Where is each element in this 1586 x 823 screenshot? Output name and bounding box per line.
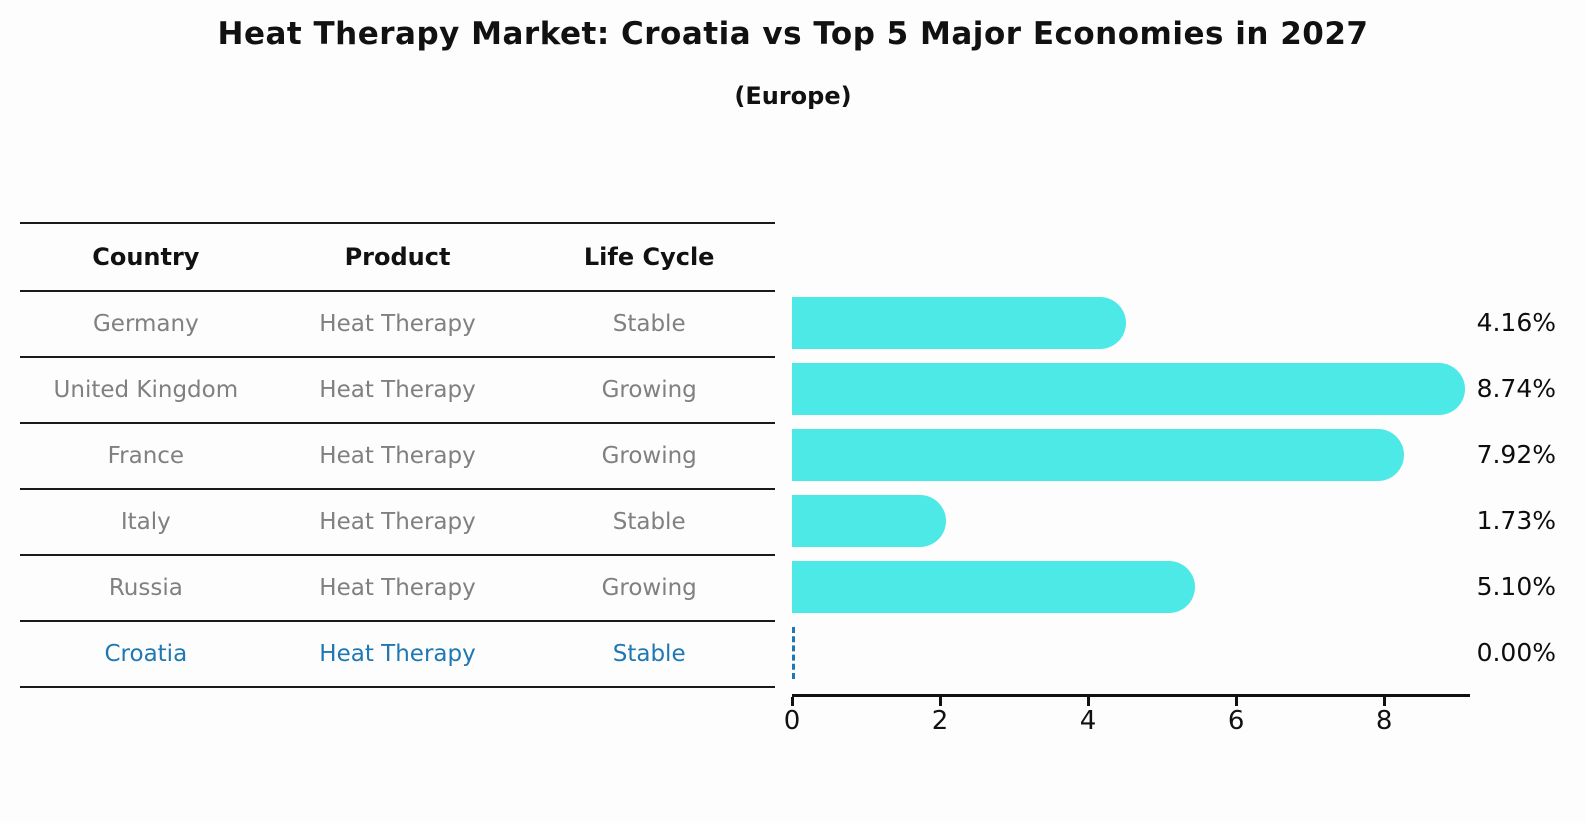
bar-plot-area	[792, 290, 1470, 686]
table-cell-country: France	[107, 443, 185, 469]
table-cell-country: Germany	[92, 311, 199, 337]
table-header-country: Country	[92, 243, 200, 271]
chart-subtitle: (Europe)	[734, 82, 852, 110]
table-cell-life-cycle: Growing	[601, 575, 697, 601]
bar-germany	[792, 297, 1126, 349]
table-cell-country: Russia	[108, 575, 183, 601]
x-axis-tick-mark	[791, 697, 794, 706]
table-cell-life-cycle: Growing	[601, 443, 697, 469]
table-row: France Heat Therapy Growing	[20, 424, 775, 490]
bar-value-label: 0.00%	[1476, 638, 1556, 667]
table-cell-country: United Kingdom	[53, 377, 239, 403]
value-label-column: 4.16% 8.74% 7.92% 1.73% 5.10% 0.00%	[1446, 290, 1556, 686]
x-axis-tick-label: 4	[1079, 706, 1097, 736]
x-axis-tick-label: 8	[1375, 706, 1393, 736]
table-cell-country: Croatia	[104, 641, 188, 667]
table-row: United Kingdom Heat Therapy Growing	[20, 358, 775, 424]
bar-france	[792, 429, 1405, 481]
bar-row	[792, 620, 1470, 686]
table-cell-life-cycle: Growing	[601, 377, 697, 403]
x-axis-tick-mark	[939, 697, 943, 706]
table-header-product: Product	[344, 243, 451, 271]
country-table: Country Product Life Cycle Germany Heat T…	[20, 222, 775, 688]
table-cell-product: Heat Therapy	[319, 509, 476, 535]
x-axis-tick-mark	[1383, 697, 1387, 706]
table-cell-country: Italy	[120, 509, 171, 535]
bar-value-label: 5.10%	[1476, 572, 1556, 601]
table-cell-product: Heat Therapy	[319, 311, 476, 337]
bar-row	[792, 422, 1470, 488]
table-cell-life-cycle: Stable	[612, 641, 686, 667]
table-header-life-cycle: Life Cycle	[583, 243, 715, 271]
chart-title: Heat Therapy Market: Croatia vs Top 5 Ma…	[217, 16, 1369, 52]
table-cell-product: Heat Therapy	[319, 443, 476, 469]
bar-value-label: 1.73%	[1476, 506, 1556, 535]
x-axis-tick-mark	[1235, 697, 1239, 706]
bar-row	[792, 356, 1470, 422]
table-cell-life-cycle: Stable	[612, 311, 686, 337]
x-axis-tick-label: 6	[1227, 706, 1245, 736]
table-body: Germany Heat Therapy Stable United Kingdom H…	[20, 292, 775, 688]
bar-value-label: 8.74%	[1476, 374, 1556, 403]
bar-value-label: 7.92%	[1476, 440, 1556, 469]
table-row: Germany Heat Therapy Stable	[20, 292, 775, 358]
table-cell-product: Heat Therapy	[319, 641, 476, 667]
bar-row	[792, 554, 1470, 620]
bar-row	[792, 290, 1470, 356]
bar-row	[792, 488, 1470, 554]
table-cell-life-cycle: Stable	[612, 509, 686, 535]
table-row: Russia Heat Therapy Growing	[20, 556, 775, 622]
bar-united-kingdom	[792, 363, 1465, 415]
bar-russia	[792, 561, 1196, 613]
x-axis-tick-mark	[1087, 697, 1091, 706]
table-row: Croatia Heat Therapy Stable	[20, 622, 775, 688]
x-axis-tick-label: 0	[783, 706, 801, 736]
x-axis-line	[792, 694, 1470, 697]
table-cell-product: Heat Therapy	[319, 575, 476, 601]
table-cell-product: Heat Therapy	[319, 377, 476, 403]
bar-value-label: 4.16%	[1476, 308, 1556, 337]
x-axis-tick-label: 2	[931, 706, 949, 736]
zero-value-dashed-marker	[792, 627, 795, 679]
bar-italy	[792, 495, 947, 547]
table-row: Italy Heat Therapy Stable	[20, 490, 775, 556]
table-header-row: Country Product Life Cycle	[20, 222, 775, 292]
